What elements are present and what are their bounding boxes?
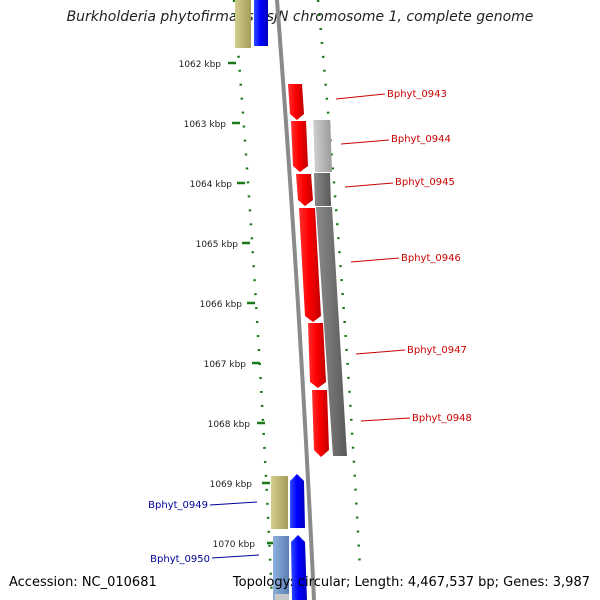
- ruler-label: 1068 kbp: [208, 420, 251, 430]
- gene-arrow-bphyt-0944[interactable]: [291, 121, 308, 172]
- dark-gray-feature-1: [314, 173, 331, 206]
- ruler-label: 1069 kbp: [210, 480, 253, 490]
- gene-label-bphyt-0943[interactable]: Bphyt_0943: [387, 89, 447, 100]
- forward-cds-track: [288, 84, 329, 457]
- gene-labels: Bphyt_0943 Bphyt_0944 Bphyt_0945 Bphyt_0…: [148, 89, 472, 565]
- accession-label: Accession: NC_010681: [9, 575, 157, 590]
- gene-label-bphyt-0944[interactable]: Bphyt_0944: [391, 134, 451, 145]
- dark-gray-feature-2: [316, 207, 347, 456]
- ruler-label: 1067 kbp: [204, 360, 247, 370]
- gene-arrow-bphyt-0949[interactable]: [290, 474, 305, 528]
- gene-arrow-bphyt-0945[interactable]: [296, 174, 313, 206]
- gene-label-bphyt-0947[interactable]: Bphyt_0947: [407, 345, 467, 356]
- gene-label-bphyt-0948[interactable]: Bphyt_0948: [412, 413, 472, 424]
- ruler-labels: 1062 kbp 1063 kbp 1064 kbp 1065 kbp 1066…: [179, 60, 256, 550]
- gene-label-bphyt-0945[interactable]: Bphyt_0945: [395, 177, 455, 188]
- ruler-label: 1070 kbp: [213, 540, 256, 550]
- gene-label-bphyt-0949[interactable]: Bphyt_0949: [148, 500, 208, 511]
- gene-arrow-bphyt-0947[interactable]: [308, 323, 326, 388]
- gene-arrow-bphyt-0946[interactable]: [299, 208, 321, 322]
- blue-feature-top: [254, 0, 268, 46]
- olive-feature-top: [235, 0, 251, 48]
- gene-label-bphyt-0946[interactable]: Bphyt_0946: [401, 253, 461, 264]
- gene-arrow-bphyt-0950[interactable]: [291, 535, 307, 600]
- light-gray-feature-bottom: [275, 594, 289, 600]
- ruler-label: 1064 kbp: [190, 180, 233, 190]
- map-title: Burkholderia phytofirmans PsJN chromosom…: [66, 9, 534, 25]
- olive-feature-bottom: [271, 476, 288, 529]
- gene-leader-lines: [209, 93, 411, 559]
- genome-backbone: [275, 0, 316, 600]
- gene-arrow-bphyt-0948[interactable]: [312, 390, 329, 457]
- ruler-label: 1065 kbp: [196, 240, 239, 250]
- inner-dotted-track: [232, 0, 274, 600]
- genome-summary-label: Topology: circular; Length: 4,467,537 bp…: [232, 575, 590, 590]
- ruler-label: 1062 kbp: [179, 60, 222, 70]
- ruler-label: 1066 kbp: [200, 300, 243, 310]
- gene-arrow-bphyt-0943[interactable]: [288, 84, 304, 120]
- ruler-ticks: [228, 61, 275, 545]
- steel-feature-bottom: [273, 536, 289, 600]
- light-gray-feature: [313, 120, 333, 172]
- gene-label-bphyt-0950[interactable]: Bphyt_0950: [150, 554, 210, 565]
- ruler-label: 1063 kbp: [184, 120, 227, 130]
